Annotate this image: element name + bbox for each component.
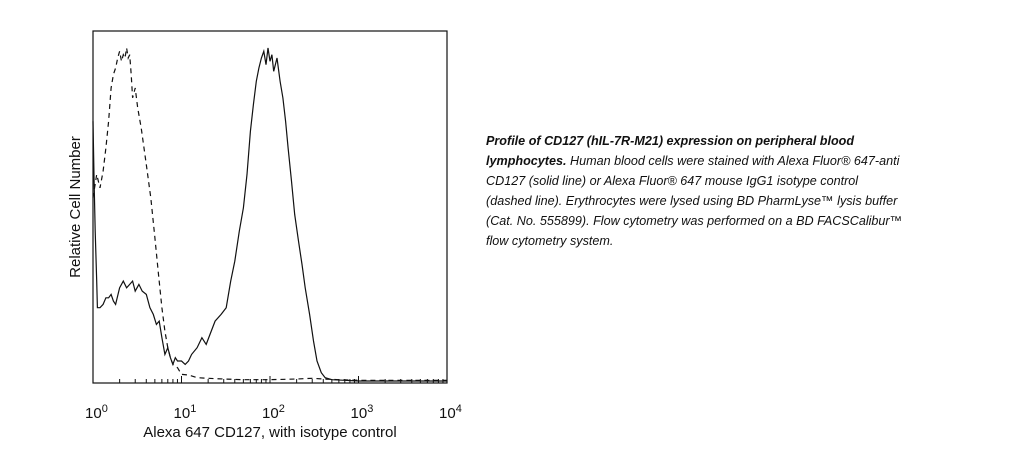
caption-lead: Profile of CD127 (hIL-7R-M21) expression… (486, 134, 855, 168)
x-axis-ticks (92, 376, 448, 383)
x-tick-label: 104 (439, 403, 462, 422)
x-tick-label: 100 (85, 403, 108, 422)
plot-frame (92, 30, 448, 384)
x-tick-label: 103 (351, 403, 374, 422)
y-axis-title: Relative Cell Number (67, 136, 84, 278)
figure-caption: Profile of CD127 (hIL-7R-M21) expression… (486, 131, 906, 251)
series-layer (92, 47, 447, 382)
x-tick-label: 101 (174, 403, 197, 422)
x-axis-title: Alexa 647 CD127, with isotype control (143, 424, 396, 441)
caption-body: Human blood cells were stained with Alex… (486, 154, 903, 248)
isotype-control-dashed-line (92, 47, 447, 381)
x-tick-label: 102 (262, 403, 285, 422)
x-axis-tick-labels: 100 101 102 103 104 (85, 403, 462, 422)
cd127-solid-line (92, 47, 447, 382)
